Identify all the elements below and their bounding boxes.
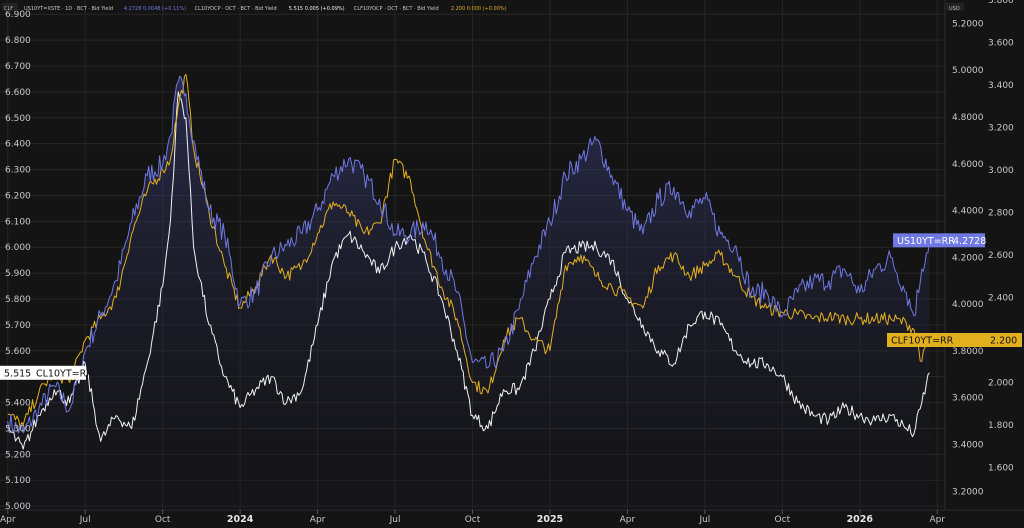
right-code-box[interactable]: [946, 3, 964, 11]
x-tick-label: Apr: [0, 515, 16, 525]
left-tick-label: 6.200: [5, 191, 31, 201]
left-tick-label: 5.100: [5, 476, 31, 486]
left-tick-label: 5.200: [5, 450, 31, 460]
right-code: USD: [949, 6, 960, 12]
clf10y-tag-value: 2.200: [990, 336, 1017, 347]
clf10y-tick-label: 3.400: [988, 81, 1014, 91]
us10y-tick-label: 4.0000: [952, 300, 984, 310]
cl10y-tag-name: CL10YT=RR: [36, 368, 93, 379]
clf10y-tick-label: 2.000: [988, 379, 1014, 389]
us10y-tick-label: 3.6000: [952, 394, 984, 404]
x-tick-label: Jul: [79, 515, 91, 525]
us10y-tick-label: 4.2000: [952, 253, 984, 263]
us10y-tick-label: 4.8000: [952, 113, 984, 123]
x-tick-label: Jul: [698, 515, 710, 525]
legend-value: 2.200 0.000 (+0.00%): [451, 6, 507, 12]
legend-value: 5.515 0.005 (+0.09%): [289, 6, 345, 12]
clf10y-tag: [887, 333, 1022, 347]
us10y-tag: [893, 233, 985, 248]
cl10yt-rrline: [7, 91, 930, 450]
left-tick-label: 5.700: [5, 321, 31, 331]
left-tick-label: 6.800: [5, 36, 31, 46]
x-tick-label: Oct: [465, 515, 481, 525]
us10y-tick-label: 4.4000: [952, 207, 984, 217]
left-tick-label: 5.300: [5, 424, 31, 434]
left-tick-label: 5.600: [5, 347, 31, 357]
x-tick-label: 2024: [227, 514, 254, 525]
last-value-tags: US10YT=RR4.2728 CLF10YT=RR 2.200 5.515 CL10Y…: [0, 233, 1022, 380]
left-code: CLF: [4, 6, 13, 12]
clf10y-tick-label: 2.600: [988, 251, 1014, 261]
us10y-tick-label: 5.2000: [952, 19, 984, 29]
us10y-tick-label: 4.6000: [952, 160, 984, 170]
us10y-tick-label: 3.2000: [952, 487, 984, 497]
us10y-tick-label: 3.8000: [952, 347, 984, 357]
clf10y-tick-label: 2.400: [988, 294, 1014, 304]
left-tick-label: 6.100: [5, 217, 31, 227]
left-tick-label: 6.500: [5, 114, 31, 124]
clf10y-tick-label: 1.600: [988, 464, 1014, 474]
left-tick-label: 6.700: [5, 62, 31, 72]
legend-label: CL10YOCP · OCT · BCT · Bid Yield: [195, 6, 277, 12]
x-tick-label: Apr: [310, 515, 326, 525]
series-layer: [7, 73, 930, 510]
legend: US10YT=XSTE · 1D · BCT · Bid Yield 4.2728…: [24, 6, 507, 12]
left-tick-label: 6.300: [5, 166, 31, 176]
legend-label: US10YT=XSTE · 1D · BCT · Bid Yield: [24, 6, 113, 12]
left-tick-label: 6.400: [5, 140, 31, 150]
x-tick-label: 2025: [537, 514, 563, 525]
left-tick-label: 5.000: [5, 502, 31, 512]
left-tick-label: 6.600: [5, 88, 31, 98]
x-tick-label: Oct: [155, 515, 171, 525]
clf10y-tick-label: 3.600: [988, 39, 1014, 49]
clf10y-tick-label: 3.000: [988, 166, 1014, 176]
clf10y-tick-label: 3.200: [988, 124, 1014, 134]
left-code-box[interactable]: [2, 3, 18, 11]
us10y-tag-name: US10YT=RR: [897, 236, 955, 247]
x-tick-label: Apr: [620, 515, 636, 525]
left-tick-label: 5.400: [5, 399, 31, 409]
x-tick-label: 2026: [847, 514, 874, 525]
legend-value: 4.2728 0.0048 (+0.11%): [124, 6, 186, 12]
clf10y-tick-label: 2.800: [988, 209, 1014, 219]
us10y-tag-value: 4.2728: [953, 236, 986, 247]
x-tick-label: Oct: [775, 515, 791, 525]
left-tick-label: 6.900: [5, 10, 31, 20]
left-tick-label: 5.900: [5, 269, 31, 279]
x-tick-label: Jul: [389, 515, 401, 525]
clf10y-tag-name: CLF10YT=RR: [891, 336, 954, 347]
cl10y-tag-value: 5.515: [4, 368, 31, 379]
clf10y-tick-label: 3.800: [988, 0, 1014, 6]
us10y-tick-label: 3.4000: [952, 440, 984, 450]
left-tick-label: 6.000: [5, 243, 31, 253]
clf10y-axis: 1.600 1.800 2.000 2.200 2.400 2.600 2.800 3.000…: [988, 0, 1014, 474]
legend-label: CLF10YOCP · OCT · BCT · Bid Yield: [354, 6, 439, 12]
left-tick-label: 5.800: [5, 295, 31, 305]
left-axis: 5.0005.1005.2005.3005.4005.5005.6005.700…: [5, 10, 31, 512]
us10y-axis: 3.2000 3.4000 3.6000 3.8000 4.0000 4.2000 4.40…: [952, 19, 984, 497]
clf10y-tick-label: 1.800: [988, 421, 1014, 431]
x-axis: Apr Jul Oct 2024 Apr Jul Oct 2025 Apr Jul Oct 2026 A…: [0, 510, 945, 525]
x-tick-label: Apr: [929, 515, 945, 525]
us10y-tick-label: 5.0000: [952, 66, 984, 76]
us10yt-rrline: [7, 75, 930, 434]
cl10y-tag: [0, 365, 86, 380]
